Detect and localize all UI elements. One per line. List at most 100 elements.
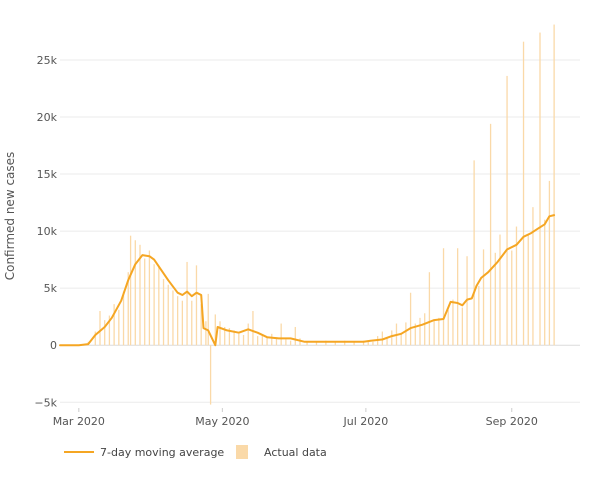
actual-data-bar[interactable]	[511, 250, 513, 346]
actual-data-bar[interactable]	[247, 323, 249, 346]
actual-data-bar[interactable]	[118, 309, 120, 346]
actual-data-bar[interactable]	[271, 333, 273, 346]
legend-item-moving-average[interactable]: 7-day moving average	[64, 446, 224, 459]
actual-data-bar[interactable]	[527, 234, 529, 346]
legend-item-actual-data[interactable]: Actual data	[236, 445, 327, 459]
grid-layer	[60, 59, 580, 403]
actual-data-bar[interactable]	[219, 321, 221, 346]
actual-data-bar[interactable]	[144, 258, 146, 346]
actual-data-bar[interactable]	[452, 299, 454, 346]
actual-data-bar[interactable]	[207, 293, 209, 346]
actual-data-bar[interactable]	[233, 330, 235, 346]
actual-data-bar[interactable]	[191, 300, 193, 346]
actual-data-bar[interactable]	[532, 207, 534, 346]
actual-data-bar[interactable]	[228, 328, 231, 346]
actual-data-bar[interactable]	[139, 244, 141, 346]
moving-average-line	[59, 214, 556, 347]
actual-data-bar[interactable]	[391, 330, 393, 346]
actual-data-bar[interactable]	[94, 331, 96, 346]
actual-data-bar[interactable]	[489, 123, 492, 346]
actual-data-bar[interactable]	[494, 252, 496, 346]
actual-data-bar[interactable]	[506, 75, 508, 346]
actual-data-bar[interactable]	[409, 292, 412, 346]
actual-data-bar[interactable]	[461, 307, 463, 346]
actual-data-bar[interactable]	[325, 340, 327, 346]
actual-data-bar[interactable]	[280, 323, 282, 346]
actual-data-bar[interactable]	[214, 314, 216, 346]
actual-data-bar[interactable]	[539, 32, 541, 346]
actual-data-bar[interactable]	[200, 304, 202, 346]
actual-data-bar[interactable]	[367, 340, 369, 346]
actual-data-bar[interactable]	[261, 334, 263, 346]
actual-data-bar[interactable]	[438, 317, 440, 346]
actual-data-bar[interactable]	[548, 180, 551, 346]
x-tick-label: May 2020	[195, 415, 249, 428]
actual-data-bar[interactable]	[544, 219, 546, 346]
actual-data-bar[interactable]	[522, 41, 525, 346]
actual-data-bar[interactable]	[148, 250, 151, 346]
actual-data-bar[interactable]	[299, 338, 301, 346]
actual-data-bar[interactable]	[553, 24, 555, 346]
x-tick-label: Jul 2020	[342, 415, 388, 428]
actual-data-bar[interactable]	[405, 322, 407, 346]
actual-data-bar[interactable]	[334, 341, 336, 346]
actual-data-bar[interactable]	[252, 311, 254, 346]
actual-data-bar[interactable]	[257, 336, 259, 346]
actual-data-bar[interactable]	[344, 340, 346, 346]
actual-data-bar[interactable]	[294, 326, 296, 346]
actual-data-bar[interactable]	[433, 320, 435, 346]
actual-data-bar[interactable]	[473, 160, 475, 346]
actual-data-bar[interactable]	[162, 279, 165, 346]
actual-data-bar[interactable]	[129, 235, 132, 346]
actual-data-bar[interactable]	[205, 321, 207, 346]
actual-data-bar[interactable]	[419, 317, 421, 346]
actual-data-bar[interactable]	[181, 300, 183, 346]
actual-data-bar[interactable]	[386, 337, 388, 346]
moving-average-polyline[interactable]	[59, 214, 556, 347]
actual-data-bar[interactable]	[153, 264, 155, 346]
actual-data-bar[interactable]	[457, 248, 459, 346]
actual-data-bar[interactable]	[381, 331, 383, 346]
actual-data-bar[interactable]	[285, 339, 287, 346]
actual-data-bar[interactable]	[242, 334, 245, 346]
actual-data-bar[interactable]	[353, 341, 355, 346]
actual-data-bar[interactable]	[306, 341, 308, 346]
actual-data-bar[interactable]	[482, 249, 485, 346]
actual-data-bar[interactable]	[224, 326, 226, 346]
actual-data-bar[interactable]	[127, 272, 129, 346]
actual-data-bar[interactable]	[209, 345, 212, 405]
actual-data-bar[interactable]	[186, 261, 188, 346]
actual-data-bar[interactable]	[424, 313, 426, 346]
actual-data-bar[interactable]	[400, 332, 402, 346]
actual-data-bar[interactable]	[158, 266, 160, 346]
actual-data-bar[interactable]	[499, 234, 501, 346]
actual-data-bar[interactable]	[428, 272, 431, 346]
actual-data-bar[interactable]	[99, 311, 101, 346]
legend-bar-swatch	[236, 445, 248, 459]
x-tick-label: Mar 2020	[53, 415, 105, 428]
actual-data-bar[interactable]	[275, 338, 278, 346]
actual-data-bar[interactable]	[515, 226, 518, 346]
actual-data-bar[interactable]	[289, 340, 292, 346]
actual-data-bar[interactable]	[238, 333, 240, 346]
actual-data-bar[interactable]	[362, 340, 365, 346]
actual-data-bar[interactable]	[113, 304, 115, 346]
actual-data-bar[interactable]	[172, 290, 174, 346]
actual-data-bar[interactable]	[442, 248, 445, 346]
actual-data-bar[interactable]	[122, 291, 125, 346]
actual-data-bar[interactable]	[447, 309, 449, 346]
actual-data-bar[interactable]	[478, 285, 480, 346]
actual-data-bar[interactable]	[134, 240, 136, 346]
legend: 7-day moving average Actual data	[64, 445, 327, 459]
actual-data-bar[interactable]	[414, 323, 416, 346]
actual-data-bar[interactable]	[266, 337, 268, 346]
actual-data-bar[interactable]	[372, 341, 374, 346]
actual-data-bar[interactable]	[104, 320, 106, 346]
actual-data-bar[interactable]	[177, 296, 179, 346]
y-axis-ticks: −5k 0 5k 10k 15k 20k 25k	[34, 54, 57, 409]
actual-data-bar[interactable]	[315, 341, 318, 346]
actual-data-bar[interactable]	[167, 284, 169, 346]
actual-data-bar[interactable]	[195, 265, 198, 346]
actual-data-bar[interactable]	[108, 315, 111, 346]
